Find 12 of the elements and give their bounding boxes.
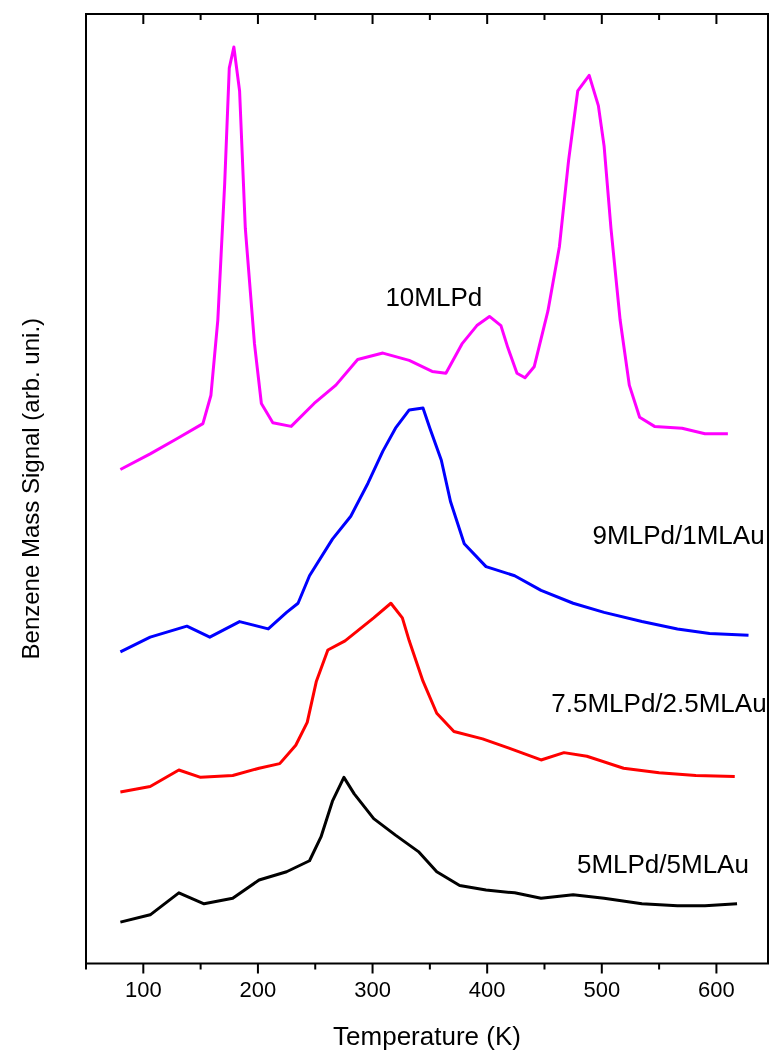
x-tick-label: 100 xyxy=(124,976,162,1002)
x-tick-label: 200 xyxy=(239,976,277,1002)
series-label: 10MLPd xyxy=(385,281,483,312)
text: 9MLPd/1MLAu xyxy=(592,520,765,551)
y-axis-title: Benzene Mass Signal (arb. uni.) xyxy=(16,317,44,660)
series-label: 7.5MLPd/2.5MLAu xyxy=(551,688,767,719)
x-tick-label: 600 xyxy=(698,976,735,1002)
x-tick-label: 500 xyxy=(583,976,621,1002)
x-tick-label: 400 xyxy=(468,976,506,1002)
x-tick-label: 300 xyxy=(354,976,391,1002)
series-label: 5MLPd/5MLAu xyxy=(576,848,749,879)
x-axis-title: Temperature (K) xyxy=(333,1020,521,1051)
